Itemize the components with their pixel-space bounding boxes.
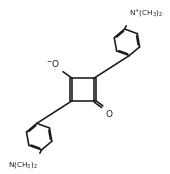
Text: O: O xyxy=(105,109,112,118)
Text: N$^{+}$(CH$_{3}$)$_{2}$: N$^{+}$(CH$_{3}$)$_{2}$ xyxy=(129,8,163,19)
Text: N(CH$_{3}$)$_{2}$: N(CH$_{3}$)$_{2}$ xyxy=(8,160,37,170)
Text: $^{-}$O: $^{-}$O xyxy=(46,58,60,69)
